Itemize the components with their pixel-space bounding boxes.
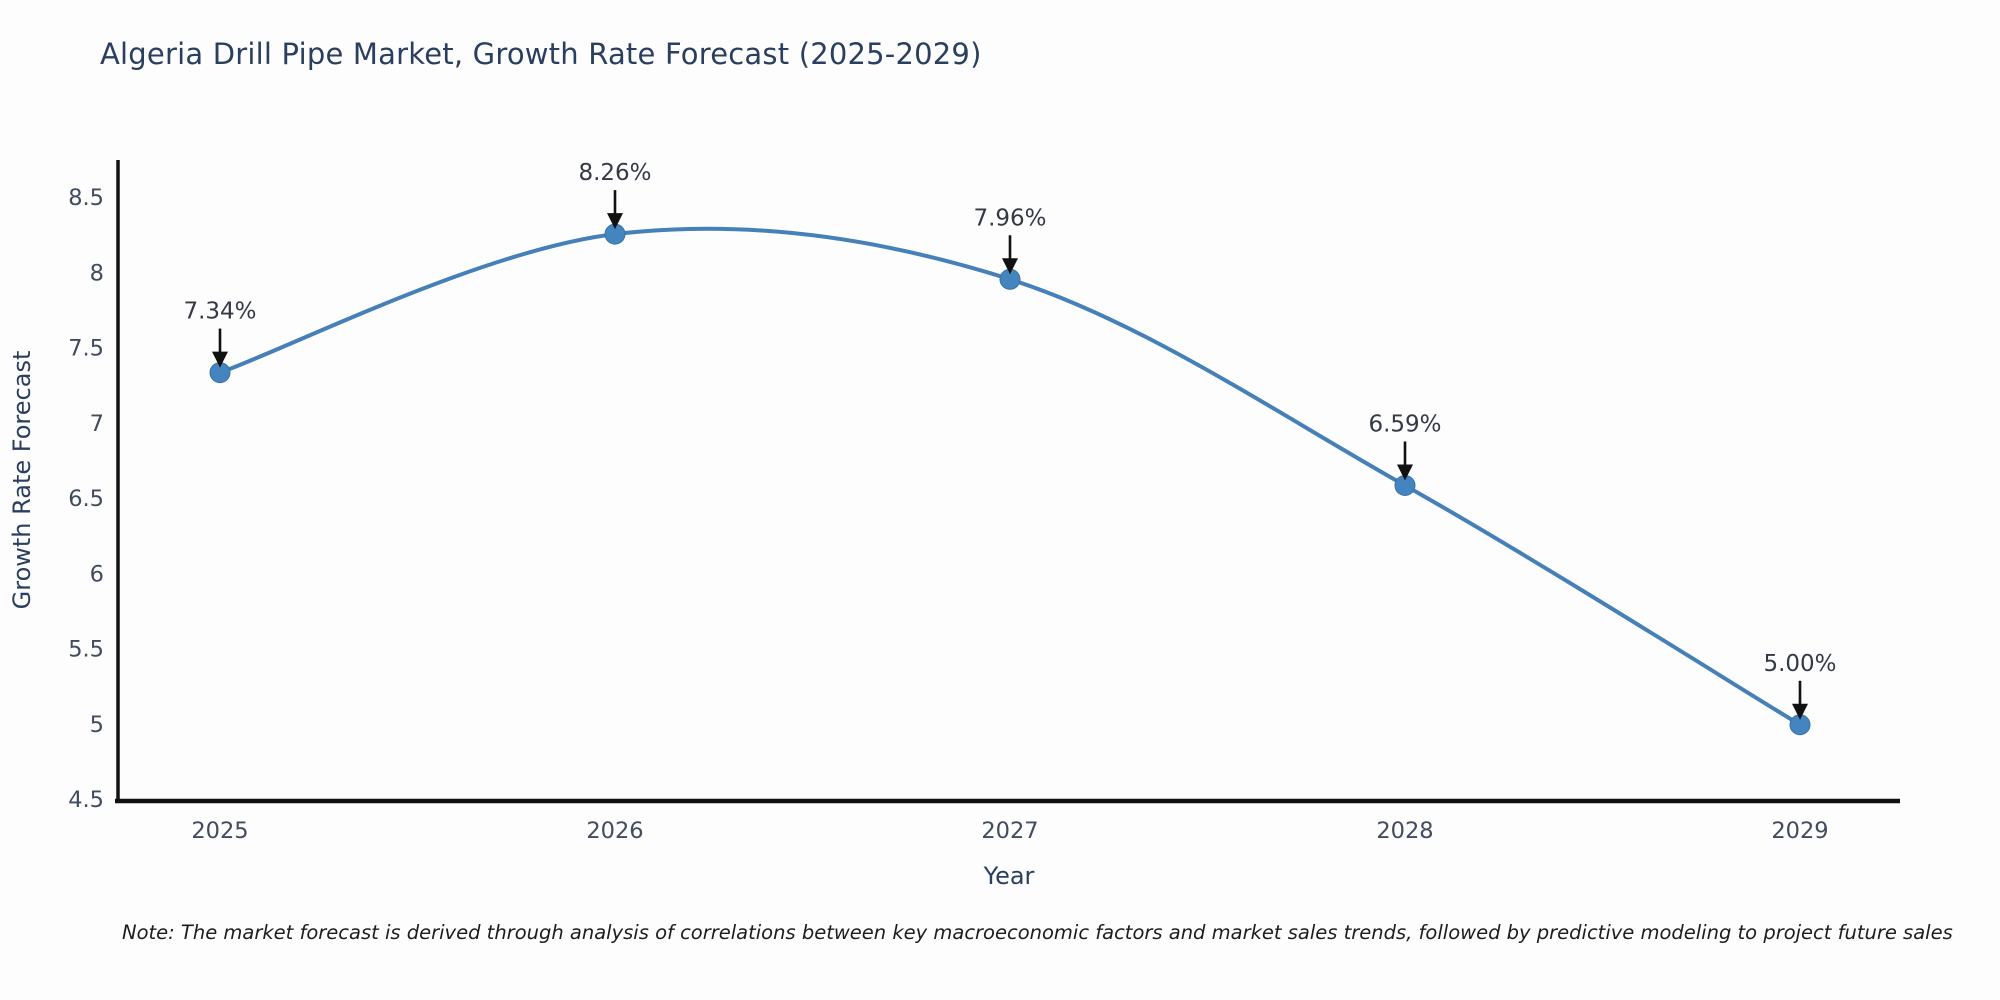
annotation-label: 6.59% xyxy=(1368,411,1441,437)
y-tick-label: 6 xyxy=(90,561,104,587)
x-tick-label: 2025 xyxy=(191,818,248,844)
chart-title: Algeria Drill Pipe Market, Growth Rate F… xyxy=(100,37,982,71)
y-tick-label: 7 xyxy=(90,411,104,437)
annotation-arrow-head xyxy=(212,351,228,368)
annotation-label: 7.96% xyxy=(973,205,1046,231)
x-tick-label: 2028 xyxy=(1376,818,1433,844)
line-series xyxy=(218,226,1802,727)
annotation-label: 5.00% xyxy=(1763,651,1836,677)
annotation-arrow-head xyxy=(1397,464,1413,481)
annotation-arrow-head xyxy=(1002,258,1018,275)
x-tick-label: 2026 xyxy=(586,818,643,844)
x-tick-label: 2029 xyxy=(1771,818,1828,844)
annotation-arrow-head xyxy=(607,213,623,230)
y-tick-label: 5.5 xyxy=(68,637,104,663)
x-tick-label: 2027 xyxy=(981,818,1038,844)
annotation-arrow-head xyxy=(1792,703,1808,720)
x-axis-title: Year xyxy=(983,862,1035,890)
y-tick-label: 4.5 xyxy=(68,787,104,813)
y-tick-label: 8.5 xyxy=(68,185,104,211)
annotation-label: 7.34% xyxy=(183,299,256,325)
y-tick-label: 5 xyxy=(90,712,104,738)
y-tick-label: 8 xyxy=(90,260,104,286)
y-tick-label: 6.5 xyxy=(68,486,104,512)
y-axis-title: Growth Rate Forecast xyxy=(8,351,36,610)
annotation-label: 8.26% xyxy=(578,160,651,186)
y-tick-label: 7.5 xyxy=(68,336,104,362)
chart-footnote: Note: The market forecast is derived thr… xyxy=(122,921,1953,944)
